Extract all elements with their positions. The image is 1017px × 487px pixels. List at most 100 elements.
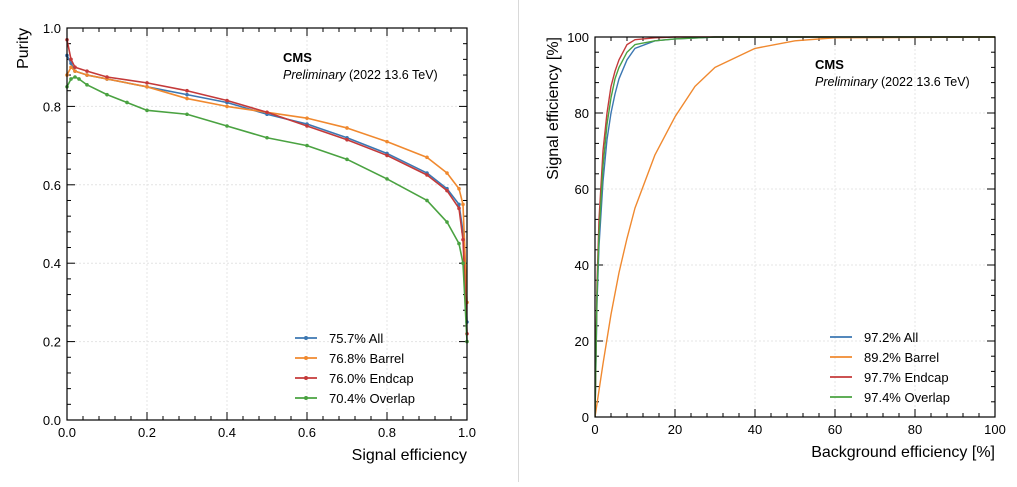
series-point-1 xyxy=(385,139,389,144)
series-point-2 xyxy=(85,69,89,73)
y-tick-label: 0.2 xyxy=(43,335,61,350)
x-tick-label: 0.0 xyxy=(58,425,76,440)
series-point-2 xyxy=(461,237,465,242)
series-line-3 xyxy=(595,36,995,418)
series-point-1 xyxy=(461,202,465,207)
series-point-3 xyxy=(85,83,89,87)
series-point-3 xyxy=(265,135,269,140)
x-tick-label: 100 xyxy=(984,422,1006,437)
x-tick-label: 0 xyxy=(591,422,598,437)
series-point-3 xyxy=(77,77,81,81)
series-point-2 xyxy=(265,110,269,115)
series-point-2 xyxy=(445,188,449,193)
series-point-0 xyxy=(185,92,189,97)
series-point-2 xyxy=(73,65,77,69)
series-line-3 xyxy=(67,76,468,342)
y-tick-label: 100 xyxy=(567,30,589,45)
series-point-1 xyxy=(345,126,349,130)
series-point-1 xyxy=(85,73,89,77)
series-point-3 xyxy=(225,124,229,128)
x-axis-label: Background efficiency [%] xyxy=(811,444,995,461)
experiment-sublabel-text: (2022 13.6 TeV) xyxy=(878,75,970,89)
experiment-sublabel: Preliminary (2022 13.6 TeV) xyxy=(283,68,438,82)
experiment-sublabel-italic: Preliminary xyxy=(815,75,878,89)
signal-vs-background-efficiency-chart: 0 20 40 60 80 100 0 20 40 60 80 100 Background effic… xyxy=(545,30,1006,461)
series-point-3 xyxy=(73,75,77,79)
y-axis-label: Purity xyxy=(15,28,32,69)
series-point-1 xyxy=(69,65,73,69)
y-tick-label: 0.6 xyxy=(43,178,61,193)
x-axis-label: Signal efficiency xyxy=(352,447,467,464)
legend-marker-0 xyxy=(304,336,308,340)
x-tick-label: 60 xyxy=(828,422,842,437)
x-tick-label: 0.8 xyxy=(378,425,396,440)
series-point-2 xyxy=(457,206,461,211)
series-point-3 xyxy=(105,92,109,97)
y-tick-label: 1.0 xyxy=(43,21,61,36)
series-point-1 xyxy=(445,171,449,175)
y-axis-label: Signal efficiency [%] xyxy=(545,37,562,180)
x-tick-label: 20 xyxy=(668,422,682,437)
series-point-3 xyxy=(385,177,389,181)
y-tick-label: 0.0 xyxy=(43,413,61,428)
series-point-3 xyxy=(345,157,349,162)
series-point-3 xyxy=(445,220,449,224)
series-point-1 xyxy=(305,116,309,120)
series-point-1 xyxy=(225,104,229,109)
series-point-1 xyxy=(425,155,429,160)
experiment-label: CMS xyxy=(815,57,844,72)
purity-vs-signal-efficiency-chart: 0.0 0.2 0.4 0.6 0.8 1.0 0.0 0.2 0.4 0.6 0.8 1.0 Sign… xyxy=(15,21,476,464)
series-point-2 xyxy=(145,81,149,85)
plot-frame xyxy=(66,27,468,421)
series-line-2 xyxy=(67,39,468,334)
series-point-0 xyxy=(457,202,461,207)
experiment-label: CMS xyxy=(283,50,312,65)
y-tick-label: 80 xyxy=(575,106,589,121)
x-tick-label: 80 xyxy=(908,422,922,437)
legend-marker-2 xyxy=(304,376,308,380)
series-line-2 xyxy=(595,36,995,418)
experiment-sublabel-text: (2022 13.6 TeV) xyxy=(346,68,438,82)
series-point-2 xyxy=(69,57,73,62)
series-point-3 xyxy=(69,77,73,81)
series-point-2 xyxy=(305,124,309,128)
y-tick-label: 40 xyxy=(575,258,589,273)
series-point-1 xyxy=(457,186,461,191)
y-tick-label: 0.4 xyxy=(43,256,61,271)
series-point-1 xyxy=(185,96,189,101)
legend-entry-1: 76.8% Barrel xyxy=(329,351,404,366)
legend-entry-3: 97.4% Overlap xyxy=(864,390,950,405)
series-point-1 xyxy=(73,69,77,73)
series-point-2 xyxy=(425,173,429,177)
experiment-sublabel: Preliminary (2022 13.6 TeV) xyxy=(815,75,970,89)
series-line-1 xyxy=(595,36,996,418)
series-point-3 xyxy=(185,112,189,117)
y-tick-label: 60 xyxy=(575,182,589,197)
y-tick-label: 0.8 xyxy=(43,99,61,114)
legend-entry-3: 70.4% Overlap xyxy=(329,391,415,406)
series-point-3 xyxy=(425,198,429,203)
legend-marker-3 xyxy=(304,396,308,400)
plot-frame xyxy=(594,36,996,418)
panel-divider xyxy=(518,0,519,482)
x-tick-label: 40 xyxy=(748,422,762,437)
legend-entry-2: 97.7% Endcap xyxy=(864,370,949,385)
roc-chart-panel: 0 20 40 60 80 100 0 20 40 60 80 100 Background effic… xyxy=(518,0,1017,482)
y-tick-label: 20 xyxy=(575,334,589,349)
purity-chart-panel: 0.0 0.2 0.4 0.6 0.8 1.0 0.0 0.2 0.4 0.6 0.8 1.0 Sign… xyxy=(0,0,500,482)
series-point-3 xyxy=(145,108,149,113)
series-point-3 xyxy=(457,241,461,246)
x-tick-label: 0.6 xyxy=(298,425,316,440)
experiment-sublabel-italic: Preliminary xyxy=(283,68,346,82)
x-tick-label: 0.2 xyxy=(138,425,156,440)
y-tick-label: 0 xyxy=(582,410,589,425)
series-point-2 xyxy=(345,137,349,142)
series-line-0 xyxy=(67,55,468,323)
series-point-2 xyxy=(105,75,109,79)
series-point-2 xyxy=(225,98,229,103)
series-point-3 xyxy=(125,100,129,105)
legend-entry-0: 75.7% All xyxy=(329,331,383,346)
legend-entry-0: 97.2% All xyxy=(864,330,918,345)
x-tick-label: 0.4 xyxy=(218,425,236,440)
x-tick-label: 1.0 xyxy=(458,425,476,440)
